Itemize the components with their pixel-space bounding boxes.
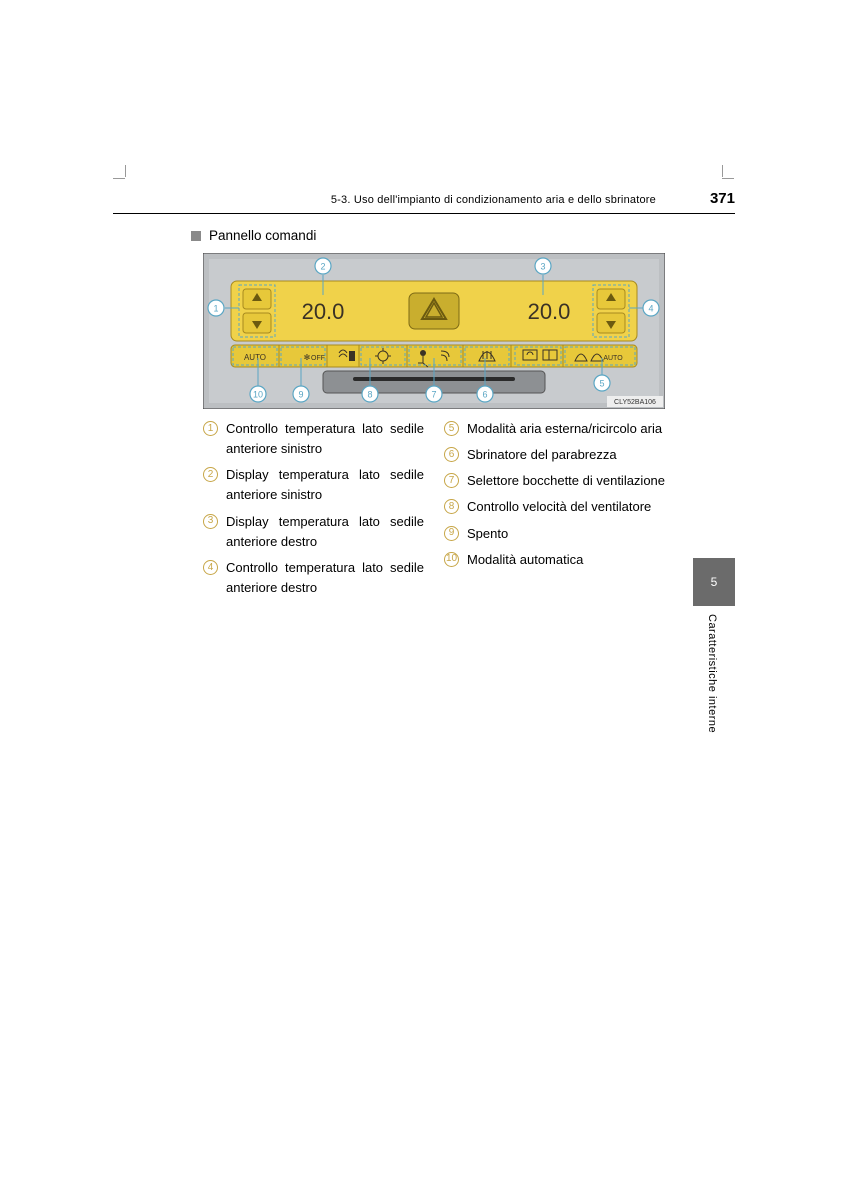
page-content: 5-3. Uso dell'impianto di condizionament…	[113, 165, 735, 598]
chapter-tab: 5	[693, 558, 735, 606]
legend-number-badge: 3	[203, 514, 218, 529]
svg-text:20.0: 20.0	[528, 299, 571, 324]
legend-item: 4 Controllo temperatura lato sedile anter…	[203, 558, 424, 598]
legend-col-left: 1 Controllo temperatura lato sedile anter…	[203, 419, 424, 598]
legend-item: 9 Spento	[444, 524, 665, 544]
legend-number-badge: 9	[444, 526, 459, 541]
legend-text: Modalità automatica	[467, 550, 665, 570]
svg-text:CLY52BA106: CLY52BA106	[614, 399, 656, 406]
svg-text:2: 2	[320, 262, 325, 272]
svg-text:OFF: OFF	[311, 355, 325, 362]
legend-number-badge: 1	[203, 421, 218, 436]
svg-text:3: 3	[540, 262, 545, 272]
subheading: Pannello comandi	[191, 228, 735, 243]
legend-item: 1 Controllo temperatura lato sedile anter…	[203, 419, 424, 459]
svg-text:AUTO: AUTO	[244, 353, 266, 362]
legend-text: Controllo temperatura lato sedile anteri…	[226, 558, 424, 598]
legend-number-badge: 5	[444, 421, 459, 436]
svg-text:6: 6	[482, 390, 487, 400]
legend-number-badge: 4	[203, 560, 218, 575]
legend-item: 8 Controllo velocità del ventilatore	[444, 497, 665, 517]
legend-text: Selettore bocchette di ventilazione	[467, 471, 665, 491]
legend-text: Modalità aria esterna/ricircolo aria	[467, 419, 665, 439]
legend-text: Controllo velocità del ventilatore	[467, 497, 665, 517]
svg-text:10: 10	[253, 390, 263, 400]
svg-text:AUTO: AUTO	[603, 355, 623, 362]
svg-text:1: 1	[213, 304, 218, 314]
legend-number-badge: 2	[203, 467, 218, 482]
square-bullet-icon	[191, 231, 201, 241]
page-number: 371	[710, 190, 735, 207]
legend-number-badge: 7	[444, 473, 459, 488]
legend-item: 2 Display temperatura lato sedile anterio…	[203, 465, 424, 505]
svg-text:4: 4	[648, 304, 653, 314]
legend-number-badge: 8	[444, 499, 459, 514]
page-header: 5-3. Uso dell'impianto di condizionament…	[113, 190, 735, 214]
svg-text:✻: ✻	[304, 353, 311, 362]
legend-text: Spento	[467, 524, 665, 544]
legend-text: Controllo temperatura lato sedile anteri…	[226, 419, 424, 459]
legend-item: 10 Modalità automatica	[444, 550, 665, 570]
control-panel-figure: 20.0 20.0 AUTO ✻ OFF	[203, 253, 665, 409]
svg-text:9: 9	[298, 390, 303, 400]
legend-item: 5 Modalità aria esterna/ricircolo aria	[444, 419, 665, 439]
svg-text:20.0: 20.0	[302, 299, 345, 324]
legend-number-badge: 6	[444, 447, 459, 462]
svg-text:8: 8	[367, 390, 372, 400]
legend-item: 7 Selettore bocchette di ventilazione	[444, 471, 665, 491]
legend: 1 Controllo temperatura lato sedile anter…	[203, 419, 665, 598]
chapter-number: 5	[711, 575, 718, 589]
legend-item: 6 Sbrinatore del parabrezza	[444, 445, 665, 465]
legend-number-badge: 10	[444, 552, 459, 567]
svg-text:7: 7	[431, 390, 436, 400]
svg-text:5: 5	[599, 379, 604, 389]
legend-text: Sbrinatore del parabrezza	[467, 445, 665, 465]
legend-item: 3 Display temperatura lato sedile anterio…	[203, 512, 424, 552]
control-panel-svg: 20.0 20.0 AUTO ✻ OFF	[203, 253, 665, 409]
legend-col-right: 5 Modalità aria esterna/ricircolo aria 6 Sb…	[444, 419, 665, 598]
section-label: 5-3. Uso dell'impianto di condizionament…	[331, 194, 656, 206]
subheading-text: Pannello comandi	[209, 228, 316, 243]
legend-text: Display temperatura lato sedile anterior…	[226, 465, 424, 505]
chapter-label: Caratteristiche interne	[706, 614, 718, 733]
legend-text: Display temperatura lato sedile anterior…	[226, 512, 424, 552]
